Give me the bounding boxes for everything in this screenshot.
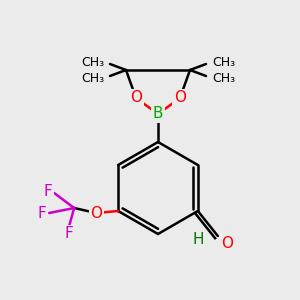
- Text: CH₃: CH₃: [81, 71, 104, 85]
- Text: O: O: [221, 236, 233, 250]
- Text: F: F: [65, 226, 74, 242]
- Text: O: O: [90, 206, 102, 220]
- Text: B: B: [153, 106, 163, 122]
- Text: CH₃: CH₃: [212, 71, 235, 85]
- Text: H: H: [192, 232, 204, 247]
- Text: CH₃: CH₃: [81, 56, 104, 68]
- Text: F: F: [38, 206, 46, 220]
- Text: CH₃: CH₃: [212, 56, 235, 68]
- Text: F: F: [44, 184, 52, 199]
- Text: O: O: [130, 91, 142, 106]
- Text: O: O: [174, 91, 186, 106]
